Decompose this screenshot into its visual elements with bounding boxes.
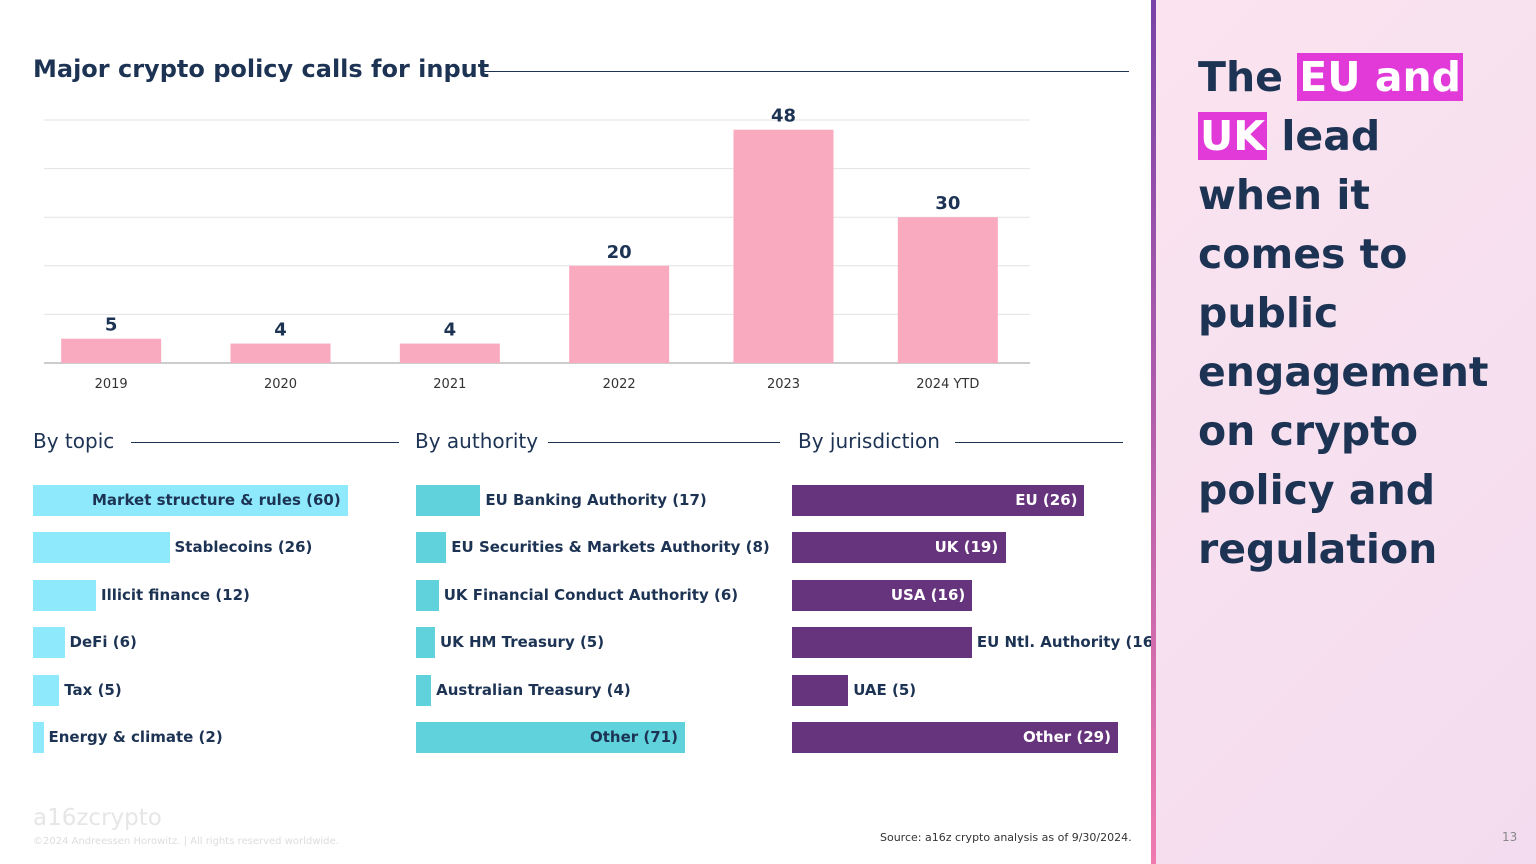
bar-2022: [569, 265, 670, 363]
jurisdiction-bar: [792, 532, 1006, 563]
bar-label: UAE (5): [853, 681, 917, 699]
topic-bar: [33, 485, 348, 516]
bar-2019: [61, 338, 162, 363]
bar-2020: [230, 343, 331, 363]
data-label: 4: [444, 320, 457, 341]
topic-bar: [33, 722, 44, 753]
yearly-bar-chart: 5 2019 4 2020 4 2021 20 2022 48 2023 30 2024 YTD: [44, 106, 1030, 392]
bar-label: Tax (5): [64, 681, 122, 699]
jurisdiction-bar: [792, 722, 1118, 753]
bar-label: Australian Treasury (4): [436, 681, 631, 699]
bar-label: Energy & climate (2): [48, 728, 223, 746]
headline-highlight: UK: [1198, 112, 1268, 160]
jurisdiction-rule: [955, 442, 1123, 443]
bar-label: UK Financial Conduct Authority (6): [443, 586, 739, 604]
bar-label: EU Banking Authority (17): [485, 491, 707, 509]
authority-bar: [416, 580, 439, 611]
headline-text: The: [1198, 53, 1298, 101]
data-label: 48: [771, 106, 796, 127]
bar-label: DeFi (6): [69, 633, 137, 651]
data-label: 20: [607, 242, 632, 263]
jurisdiction-bar: [792, 675, 849, 706]
x-tick-label: 2021: [433, 377, 466, 392]
bar-label: EU Ntl. Authority (16): [976, 633, 1161, 651]
copyright: ©2024 Andreessen Horowitz. | All rights …: [33, 836, 339, 847]
x-tick-label: 2020: [264, 377, 297, 392]
bar-2021: [399, 343, 500, 363]
headline-highlight: EU and: [1297, 53, 1464, 101]
data-label: 5: [105, 315, 118, 336]
section-jurisdiction: By jurisdiction: [798, 429, 940, 453]
bar-label: USA (16): [890, 586, 966, 604]
jurisdiction-bar: [792, 627, 972, 658]
bar-label: Stablecoins (26): [174, 538, 313, 556]
x-tick-label: 2019: [95, 377, 128, 392]
jurisdiction-bar: [792, 485, 1085, 516]
authority-rule: [548, 442, 780, 443]
chart-title: Major crypto policy calls for input: [33, 55, 490, 83]
bar-label: UK HM Treasury (5): [439, 633, 605, 651]
authority-bar: [416, 532, 447, 563]
topic-bar: [33, 675, 60, 706]
data-label: 30: [935, 193, 960, 214]
section-authority: By authority: [415, 429, 539, 453]
jurisdiction-bar: [792, 580, 972, 611]
bar-label: EU (26): [1015, 491, 1078, 509]
section-topic: By topic: [33, 429, 115, 453]
bar-2024 YTD: [897, 217, 998, 363]
bar-label: Other (29): [1023, 728, 1111, 746]
bar-label: Illicit finance (12): [101, 586, 250, 604]
source-note: Source: a16z crypto analysis as of 9/30/…: [880, 831, 1132, 844]
topic-bar: [33, 580, 96, 611]
topic-bar: [33, 532, 170, 563]
bar-2023: [733, 129, 834, 363]
bar-label: UK (19): [934, 538, 999, 556]
bar-label: Other (71): [590, 728, 678, 746]
x-tick-label: 2024 YTD: [916, 377, 979, 392]
x-tick-label: 2022: [603, 377, 636, 392]
bar-label: Market structure & rules (60): [92, 491, 341, 509]
authority-bar: [416, 675, 432, 706]
headline-text: lead when it comes to public engagement …: [1198, 112, 1489, 573]
authority-bar: [416, 627, 435, 658]
authority-bar: [416, 485, 481, 516]
x-tick-label: 2023: [767, 377, 800, 392]
bar-label: EU Securities & Markets Authority (8): [451, 538, 770, 556]
data-label: 4: [274, 320, 287, 341]
panel-accent-line: [1151, 0, 1156, 864]
page-number: 13: [1502, 830, 1518, 844]
topic-bar: [33, 627, 65, 658]
title-rule: [482, 71, 1129, 72]
headline: The EU and UK lead when it comes to publi…: [1198, 48, 1518, 579]
topic-rule: [131, 442, 399, 443]
authority-bar: [416, 722, 685, 753]
a16zcrypto-logo: a16zcrypto: [33, 805, 162, 831]
